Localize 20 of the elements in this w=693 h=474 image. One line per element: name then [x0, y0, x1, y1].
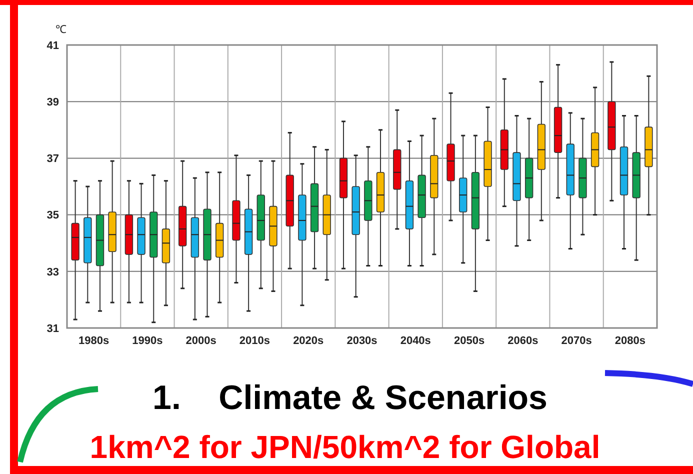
x-tick-label: 2040s	[400, 335, 431, 347]
x-tick-label: 2070s	[561, 335, 592, 347]
x-tick-label: 1990s	[132, 335, 163, 347]
y-tick-label: 33	[46, 266, 59, 278]
y-axis-title: ℃	[56, 24, 66, 36]
y-tick-label: 39	[46, 96, 59, 108]
x-tick-label: 2060s	[508, 335, 538, 347]
x-tick-label: 2050s	[454, 335, 485, 347]
y-tick-label: 35	[46, 210, 59, 222]
x-tick-label: 2000s	[186, 335, 216, 347]
x-tick-label: 1980s	[78, 335, 110, 347]
text: 1km^2 for JPN/50km^2 for Global	[90, 429, 600, 465]
x-tick-label: 2010s	[239, 335, 270, 347]
y-tick-label: 41	[46, 40, 59, 52]
y-tick-label: 31	[46, 322, 59, 335]
x-tick-label: 2030s	[346, 335, 378, 347]
text: 1. Climate & Scenarios	[152, 379, 548, 417]
x-tick-label: 2080s	[614, 335, 646, 347]
x-tick-label: 2020s	[293, 335, 324, 347]
y-tick-label: 37	[46, 153, 59, 166]
